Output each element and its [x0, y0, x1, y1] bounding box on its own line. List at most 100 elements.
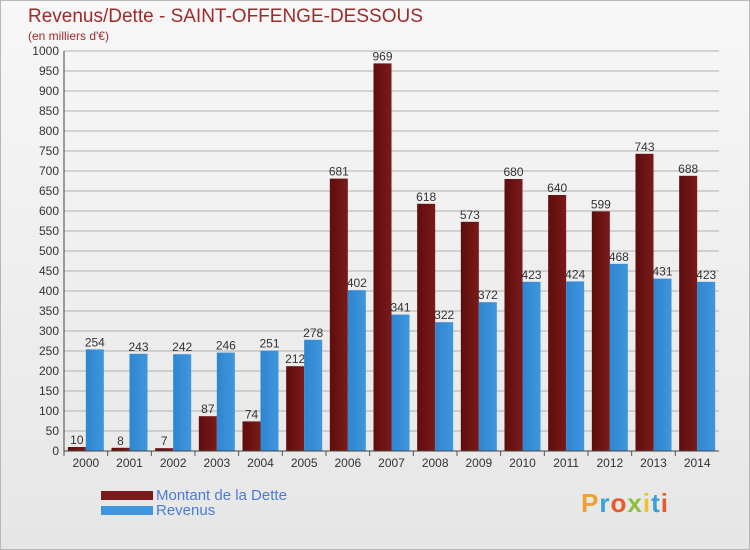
logo-letter: i — [660, 488, 669, 518]
y-tick-label: 1000 — [32, 44, 59, 58]
bar-dette — [417, 203, 436, 451]
x-tick-label: 2014 — [684, 456, 711, 470]
data-label-dette: 743 — [634, 140, 654, 154]
legend-swatch-revenus — [101, 506, 153, 515]
data-label-dette: 618 — [416, 190, 436, 204]
bar-dette — [67, 447, 86, 451]
logo-letter: x — [627, 488, 643, 518]
data-label-revenus: 246 — [216, 339, 236, 353]
data-label-revenus: 372 — [478, 288, 498, 302]
x-tick-label: 2002 — [160, 456, 187, 470]
data-label-dette: 680 — [503, 165, 523, 179]
y-tick-label: 250 — [39, 344, 59, 358]
bar-revenus — [653, 278, 672, 451]
chart-subtitle: (en milliers d'€) — [28, 29, 109, 43]
data-label-revenus: 243 — [128, 340, 148, 354]
bar-revenus — [173, 354, 192, 451]
y-tick-label: 650 — [39, 184, 59, 198]
y-tick-label: 600 — [39, 204, 59, 218]
x-tick-label: 2005 — [291, 456, 318, 470]
data-label-dette: 7 — [161, 434, 168, 448]
bar-dette — [329, 178, 348, 451]
bar-revenus — [216, 352, 235, 451]
bar-dette — [242, 421, 261, 451]
y-axis-ticks: 0 50 100 150 200 250 300 350 400 450 500 550 600 650 7… — [32, 44, 59, 458]
data-label-revenus: 402 — [347, 276, 367, 290]
bar-revenus — [260, 350, 279, 451]
logo-letter: P — [581, 488, 600, 518]
data-label-revenus: 431 — [652, 265, 672, 279]
y-tick-label: 300 — [39, 324, 59, 338]
legend-label-dette: Montant de la Dette — [156, 487, 287, 504]
bar-revenus — [85, 349, 104, 451]
bar-revenus — [347, 290, 366, 451]
data-label-revenus: 468 — [609, 250, 629, 264]
data-label-revenus: 322 — [434, 308, 454, 322]
bar-revenus — [304, 339, 323, 451]
x-tick-label: 2009 — [465, 456, 492, 470]
x-tick-label: 2001 — [116, 456, 143, 470]
data-label-dette: 212 — [285, 352, 305, 366]
bar-chart: 0 50 100 150 200 250 300 350 400 450 500 550 600 650 7… — [32, 44, 719, 470]
bar-dette — [286, 366, 305, 451]
data-label-revenus: 278 — [303, 326, 323, 340]
data-label-revenus: 341 — [390, 301, 410, 315]
y-tick-label: 850 — [39, 104, 59, 118]
axes — [63, 51, 719, 452]
data-label-dette: 74 — [245, 407, 259, 421]
data-label-dette: 8 — [117, 434, 124, 448]
x-tick-label: 2010 — [509, 456, 536, 470]
bar-revenus — [478, 302, 497, 451]
y-tick-label: 400 — [39, 284, 59, 298]
legend-swatch-dette — [101, 491, 153, 500]
logo-letter: i — [642, 488, 652, 518]
x-tick-label: 2011 — [553, 456, 579, 470]
data-label-dette: 87 — [201, 402, 215, 416]
data-label-revenus: 251 — [259, 337, 279, 351]
legend-label-revenus: Revenus — [156, 502, 216, 519]
data-label-dette: 640 — [547, 181, 567, 195]
y-tick-label: 500 — [39, 244, 59, 258]
y-tick-label: 150 — [39, 384, 59, 398]
data-label-revenus: 242 — [172, 340, 192, 354]
x-axis-ticks: 2000 2001 2002 2003 2004 2005 2006 2007 2008 2009… — [63, 451, 711, 470]
bar-dette — [591, 211, 610, 451]
y-tick-label: 100 — [39, 404, 59, 418]
y-tick-label: 200 — [39, 364, 59, 378]
bar-revenus — [435, 322, 454, 451]
data-label-dette: 681 — [329, 165, 349, 179]
y-tick-label: 700 — [39, 164, 59, 178]
data-label-revenus: 254 — [85, 335, 105, 349]
x-tick-label: 2006 — [334, 456, 361, 470]
data-label-dette: 599 — [591, 197, 611, 211]
x-tick-label: 2007 — [378, 456, 405, 470]
bar-dette — [198, 416, 217, 451]
bar-revenus — [129, 353, 148, 451]
bar-dette — [155, 448, 174, 451]
data-label-revenus: 423 — [521, 268, 541, 282]
bar-revenus — [609, 263, 628, 451]
data-label-dette: 688 — [678, 162, 698, 176]
logo-letter: o — [610, 488, 628, 518]
y-tick-label: 50 — [46, 424, 60, 438]
bar-dette — [373, 63, 392, 452]
bar-revenus — [697, 281, 716, 451]
logo-letter: t — [651, 488, 661, 518]
y-tick-label: 950 — [39, 64, 59, 78]
data-label-dette: 10 — [70, 433, 84, 447]
chart-title: Revenus/Dette - SAINT-OFFENGE-DESSOUS — [28, 6, 423, 27]
y-tick-label: 800 — [39, 124, 59, 138]
data-label-dette: 573 — [460, 208, 480, 222]
data-label-dette: 969 — [372, 49, 392, 63]
bar-revenus — [522, 281, 541, 451]
logo-letter: r — [599, 488, 611, 518]
y-tick-label: 550 — [39, 224, 59, 238]
y-tick-label: 0 — [52, 444, 59, 458]
bar-dette — [504, 179, 523, 451]
x-tick-label: 2003 — [203, 456, 230, 470]
x-tick-label: 2004 — [247, 456, 274, 470]
data-label-revenus: 424 — [565, 267, 585, 281]
x-tick-label: 2012 — [596, 456, 623, 470]
bar-dette — [635, 153, 654, 452]
